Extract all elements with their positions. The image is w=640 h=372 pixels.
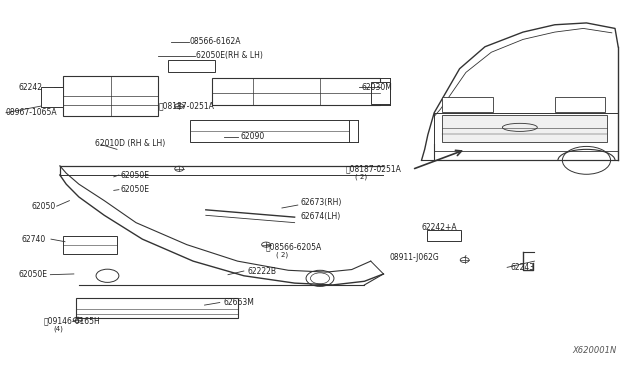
Text: 62673(RH): 62673(RH)	[301, 198, 342, 207]
FancyBboxPatch shape	[212, 78, 380, 105]
Text: 62242+A: 62242+A	[422, 222, 457, 231]
Text: 62674(LH): 62674(LH)	[301, 212, 341, 221]
Text: 62050: 62050	[31, 202, 56, 211]
FancyBboxPatch shape	[76, 298, 237, 318]
Text: X620001N: X620001N	[573, 346, 617, 355]
Text: (4): (4)	[54, 326, 63, 332]
Text: Ⓢ08187-0251A: Ⓢ08187-0251A	[346, 164, 401, 173]
Text: Ⓢ08187-0251A: Ⓢ08187-0251A	[158, 102, 214, 110]
Text: 62030M: 62030M	[361, 83, 392, 92]
Text: 62222B: 62222B	[247, 266, 276, 276]
Text: 08967-1065A: 08967-1065A	[6, 108, 58, 117]
FancyBboxPatch shape	[442, 115, 607, 142]
FancyBboxPatch shape	[168, 60, 215, 73]
Text: ( 2): ( 2)	[355, 173, 367, 180]
Text: 08566-6162A: 08566-6162A	[190, 37, 241, 46]
Text: ( 2): ( 2)	[276, 251, 288, 258]
Text: 62242: 62242	[19, 83, 43, 92]
FancyBboxPatch shape	[442, 97, 493, 112]
FancyBboxPatch shape	[63, 76, 158, 116]
Text: 62243: 62243	[510, 263, 534, 272]
Text: 62663M: 62663M	[223, 298, 255, 307]
Text: 62010D (RH & LH): 62010D (RH & LH)	[95, 140, 165, 148]
FancyBboxPatch shape	[555, 97, 605, 112]
FancyBboxPatch shape	[190, 120, 349, 142]
Text: 08911-J062G: 08911-J062G	[390, 253, 440, 262]
FancyBboxPatch shape	[427, 230, 461, 241]
Text: Ⓢ09146-6165H: Ⓢ09146-6165H	[44, 316, 100, 326]
FancyBboxPatch shape	[41, 87, 63, 107]
Text: 62090: 62090	[241, 132, 265, 141]
Text: 62740: 62740	[22, 235, 46, 244]
Text: 62050E: 62050E	[120, 170, 149, 180]
Text: 62050E: 62050E	[120, 185, 149, 194]
FancyBboxPatch shape	[63, 236, 117, 254]
Text: 62050E: 62050E	[19, 270, 47, 279]
Text: Ⓢ08566-6205A: Ⓢ08566-6205A	[266, 242, 323, 251]
Text: 62050E(RH & LH): 62050E(RH & LH)	[196, 51, 263, 60]
FancyBboxPatch shape	[371, 81, 390, 103]
